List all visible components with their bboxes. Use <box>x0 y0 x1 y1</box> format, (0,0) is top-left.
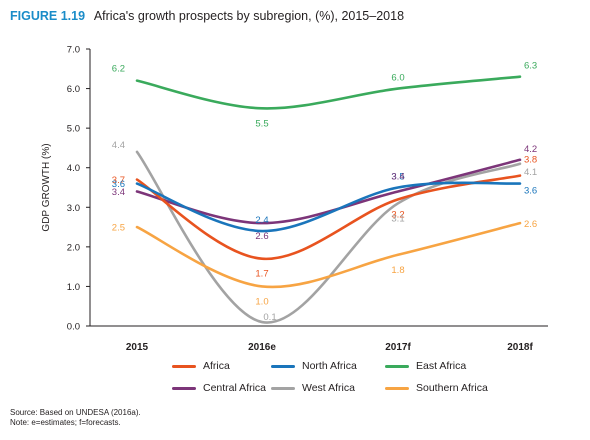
legend-item-north-africa: North Africa <box>271 360 357 372</box>
y-tick-label: 6.0 <box>67 84 80 95</box>
data-label-east-africa: 6.3 <box>524 61 537 72</box>
data-label-africa: 1.7 <box>255 269 268 280</box>
source-note: Source: Based on UNDESA (2016a). Note: e… <box>10 408 141 428</box>
series-line-east-africa <box>135 75 522 110</box>
legend-label: Southern Africa <box>416 382 488 394</box>
data-label-north-africa: 2.4 <box>255 215 268 226</box>
data-labels: 3.7 1.7 3.2 3.8 3.6 2.4 3.5 3.6 6.2 5.5 6.0 6.3 3.4 2… <box>112 61 537 323</box>
legend-label: Central Africa <box>203 382 267 394</box>
legend-label: West Africa <box>302 382 355 394</box>
series-line-west-africa <box>135 150 522 324</box>
figure-label: FIGURE 1.19 <box>10 9 86 23</box>
legend-item-southern-africa: Southern Africa <box>385 382 488 394</box>
legend-swatch <box>172 386 196 390</box>
data-label-north-africa: 3.5 <box>391 172 404 183</box>
legend-swatch <box>385 364 409 368</box>
data-label-north-africa: 3.6 <box>112 179 125 190</box>
legend-item-east-africa: East Africa <box>385 360 466 372</box>
figure-title-text: Africa's growth prospects by subregion, … <box>93 9 405 23</box>
x-tick-label: 2018f <box>507 342 533 353</box>
legend-label: East Africa <box>416 360 467 372</box>
legend-swatch <box>271 386 295 390</box>
data-label-central-africa: 4.2 <box>524 144 537 155</box>
legend-swatch <box>172 364 196 368</box>
legend-swatch <box>385 386 409 390</box>
source-text: Source: Based on UNDESA (2016a). <box>10 408 141 417</box>
data-label-southern-africa: 2.6 <box>524 219 537 230</box>
y-tick-label: 7.0 <box>67 45 80 56</box>
x-tick-label: 2015 <box>126 342 149 353</box>
legend-item-africa: Africa <box>172 360 230 372</box>
series-lines <box>135 75 522 324</box>
data-label-east-africa: 6.2 <box>112 64 125 75</box>
data-label-africa: 3.7 <box>112 175 125 186</box>
y-tick-label: 0.0 <box>67 322 80 333</box>
data-label-west-africa: 4.4 <box>112 140 125 151</box>
data-label-africa: 3.2 <box>391 209 404 220</box>
data-label-north-africa: 3.6 <box>524 186 537 197</box>
x-tick-label: 2016e <box>248 342 276 353</box>
data-label-central-africa: 3.4 <box>112 187 125 198</box>
x-tick-label: 2017f <box>385 342 411 353</box>
series-line-africa <box>135 174 522 261</box>
data-label-west-africa: 0.1 <box>263 312 276 323</box>
legend-swatch <box>271 364 295 368</box>
data-label-southern-africa: 1.0 <box>255 296 268 307</box>
y-tick-label: 5.0 <box>67 124 80 135</box>
figure-title: FIGURE 1.19 Africa's growth prospects by… <box>10 9 404 23</box>
data-label-southern-africa: 2.5 <box>112 223 125 234</box>
data-label-west-africa: 4.1 <box>524 167 537 178</box>
data-label-africa: 3.8 <box>524 155 537 166</box>
data-label-central-africa: 3.4 <box>391 171 404 182</box>
y-tick-label: 4.0 <box>67 163 80 174</box>
data-label-central-africa: 2.6 <box>255 231 268 242</box>
note-text: Note: e=estimates; f=forecasts. <box>10 418 121 427</box>
data-label-west-africa: 3.1 <box>391 213 404 224</box>
legend-item-west-africa: West Africa <box>271 382 355 394</box>
y-tick-label: 2.0 <box>67 242 80 253</box>
series-line-north-africa <box>135 181 522 233</box>
y-tick-label: 3.0 <box>67 203 80 214</box>
y-tick-label: 1.0 <box>67 282 80 293</box>
legend-label: North Africa <box>302 360 357 372</box>
axes: 0.0 1.0 2.0 3.0 4.0 5.0 6.0 7.0 2015 2016e 2017f 20… <box>41 45 548 353</box>
data-label-southern-africa: 1.8 <box>391 265 404 276</box>
y-axis-label: GDP GROWTH (%) <box>41 143 52 231</box>
legend-item-central-africa: Central Africa <box>172 382 266 394</box>
series-line-southern-africa <box>135 221 522 289</box>
data-label-east-africa: 6.0 <box>391 73 404 84</box>
data-label-east-africa: 5.5 <box>255 118 268 129</box>
legend-label: Africa <box>203 360 230 372</box>
